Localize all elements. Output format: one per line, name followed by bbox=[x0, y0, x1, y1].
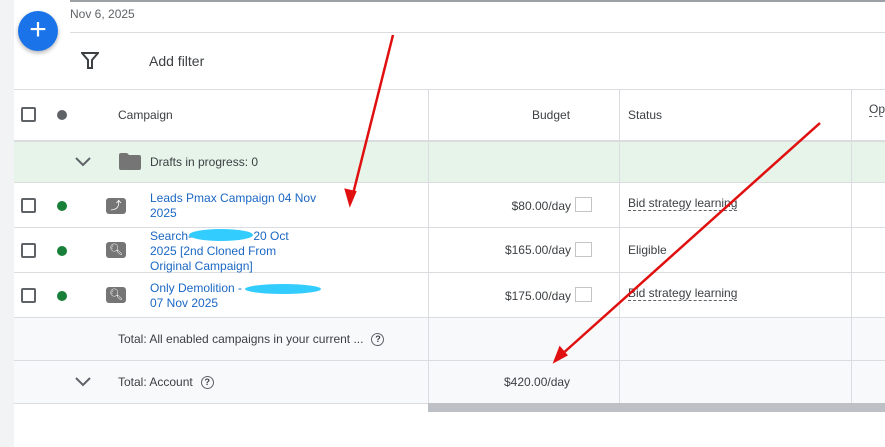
row-checkbox[interactable] bbox=[21, 243, 36, 258]
chevron-down-icon[interactable] bbox=[74, 376, 92, 388]
redaction-mark bbox=[245, 284, 321, 294]
enabled-status-dot bbox=[57, 246, 67, 256]
select-all-checkbox[interactable] bbox=[21, 107, 36, 122]
budget-chart-unavailable-icon bbox=[575, 197, 592, 212]
total-account-text: Total: Account bbox=[118, 375, 193, 389]
drafts-row bbox=[14, 142, 885, 183]
horizontal-scrollbar[interactable] bbox=[428, 403, 885, 412]
help-icon[interactable]: ? bbox=[200, 376, 214, 390]
total-account-row bbox=[14, 361, 885, 404]
campaign-name[interactable]: Original Campaign] bbox=[150, 259, 253, 273]
enabled-status-dot bbox=[57, 201, 67, 211]
total-enabled-row bbox=[14, 318, 885, 361]
status-value[interactable]: Bid strategy learning bbox=[628, 286, 738, 301]
column-header-optimization[interactable]: Opt bbox=[869, 102, 885, 117]
budget-chart-unavailable-icon bbox=[575, 242, 592, 257]
top-divider bbox=[70, 0, 885, 2]
status-value: Eligible bbox=[628, 243, 667, 257]
campaign-link[interactable]: Leads Pmax Campaign 04 Nov 2025 bbox=[150, 191, 316, 221]
create-button[interactable]: + bbox=[18, 11, 58, 51]
campaign-name[interactable]: Search- bbox=[150, 229, 193, 243]
column-header-budget[interactable]: Budget bbox=[532, 108, 571, 122]
folder-icon bbox=[119, 153, 141, 170]
column-header-campaign[interactable]: Campaign bbox=[118, 108, 173, 122]
budget-chart-unavailable-icon bbox=[575, 287, 592, 302]
drafts-label: Drafts in progress: 0 bbox=[150, 155, 259, 169]
date-label: Nov 6, 2025 bbox=[70, 7, 135, 21]
campaign-name[interactable]: 20 Oct bbox=[253, 229, 289, 243]
table-row bbox=[14, 183, 885, 228]
column-divider bbox=[619, 89, 620, 403]
campaign-link[interactable]: Only Demolition -07 Nov 2025 bbox=[150, 281, 242, 311]
left-strip bbox=[0, 0, 14, 447]
table-row bbox=[14, 228, 885, 273]
table-row bbox=[14, 273, 885, 318]
performance-max-icon: ⤴ bbox=[106, 198, 126, 214]
total-enabled-text: Total: All enabled campaigns in your cur… bbox=[118, 332, 364, 346]
redaction-mark bbox=[189, 229, 253, 241]
campaign-link[interactable]: Search- 20 Oct 2025 [2nd Cloned From Origi… bbox=[150, 229, 289, 274]
campaign-name[interactable]: 2025 bbox=[150, 206, 177, 220]
divider bbox=[70, 32, 885, 33]
filter-icon[interactable] bbox=[81, 52, 99, 70]
row-checkbox[interactable] bbox=[21, 198, 36, 213]
divider bbox=[14, 89, 885, 90]
status-value[interactable]: Bid strategy learning bbox=[628, 196, 738, 211]
help-icon[interactable]: ? bbox=[371, 333, 385, 347]
row-checkbox[interactable] bbox=[21, 288, 36, 303]
red-arrow bbox=[350, 34, 395, 199]
table-header bbox=[14, 89, 885, 142]
campaign-name[interactable]: 07 Nov 2025 bbox=[150, 296, 219, 310]
chevron-down-icon[interactable] bbox=[74, 156, 92, 168]
campaign-name[interactable]: 2025 [2nd Cloned From bbox=[150, 244, 277, 258]
total-account-budget: $420.00/day bbox=[504, 375, 571, 389]
budget-value: $175.00/day bbox=[504, 289, 571, 303]
enabled-status-dot bbox=[57, 291, 67, 301]
red-arrowhead bbox=[344, 188, 357, 208]
campaign-name[interactable]: Only Demolition - bbox=[150, 281, 243, 295]
status-column-dot bbox=[57, 110, 67, 120]
red-arrowhead bbox=[552, 345, 568, 364]
total-account-label: Total: Account? bbox=[118, 375, 214, 390]
column-divider bbox=[851, 89, 852, 403]
search-icon: 🔍︎ bbox=[106, 287, 126, 303]
budget-value: $165.00/day bbox=[504, 243, 571, 257]
search-icon: 🔍︎ bbox=[106, 242, 126, 258]
total-enabled-label: Total: All enabled campaigns in your cur… bbox=[118, 332, 385, 347]
budget-value: $80.00/day bbox=[511, 199, 571, 213]
column-divider bbox=[428, 89, 429, 403]
campaign-name[interactable]: Leads Pmax Campaign 04 Nov bbox=[150, 191, 317, 205]
red-arrow bbox=[559, 122, 821, 357]
add-filter-button[interactable]: Add filter bbox=[149, 53, 205, 69]
column-header-status[interactable]: Status bbox=[628, 108, 663, 122]
